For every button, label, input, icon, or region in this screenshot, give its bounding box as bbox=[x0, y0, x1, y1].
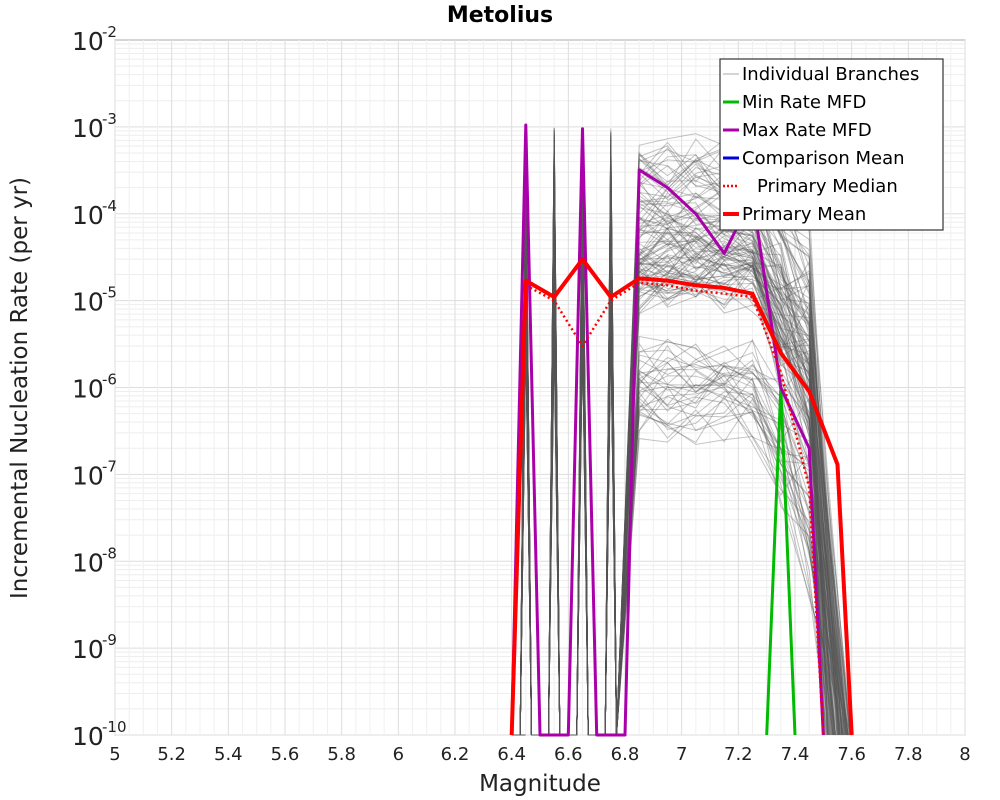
y-tick-label: 10-6 bbox=[72, 371, 117, 404]
legend-box bbox=[719, 58, 944, 231]
x-tick-label: 6.4 bbox=[497, 744, 526, 765]
series-primary-median bbox=[525, 281, 825, 736]
y-tick-label: 10-10 bbox=[72, 718, 127, 751]
y-tick-base: 10 bbox=[72, 288, 104, 317]
y-tick-base: 10 bbox=[72, 548, 104, 577]
y-tick-base: 10 bbox=[72, 461, 104, 490]
y-tick-exponent: -9 bbox=[102, 631, 117, 649]
y-tick-label: 10-9 bbox=[72, 631, 117, 664]
x-tick-label: 5.6 bbox=[271, 744, 300, 765]
legend: Individual Branches Min Rate MFD Max Rate … bbox=[719, 58, 944, 231]
y-tick-exponent: -3 bbox=[102, 110, 117, 128]
y-tick-label: 10-4 bbox=[72, 197, 117, 230]
x-axis-label: Magnitude bbox=[479, 771, 601, 797]
y-tick-base: 10 bbox=[72, 375, 104, 404]
series-max-rate-mfd bbox=[510, 123, 825, 737]
y-axis-label: Incremental Nucleation Rate (per yr) bbox=[7, 177, 33, 599]
y-tick-label: 10-7 bbox=[72, 457, 117, 490]
x-tick-label: 7.8 bbox=[894, 744, 923, 765]
legend-label: Min Rate MFD bbox=[742, 92, 866, 113]
x-tick-label: 8 bbox=[959, 744, 970, 765]
x-tick-label: 6 bbox=[393, 744, 404, 765]
y-tick-exponent: -7 bbox=[102, 457, 117, 475]
x-tick-label: 7.6 bbox=[837, 744, 866, 765]
x-axis-ticks: 5 5.2 5.4 5.6 5.8 6 6.2 6.4 6.6 6.8 7 7.2 7.4 7.6 7.8 8 bbox=[109, 744, 970, 765]
x-tick-label: 6.8 bbox=[611, 744, 640, 765]
x-tick-label: 7.2 bbox=[724, 744, 753, 765]
y-tick-exponent: -5 bbox=[102, 284, 117, 302]
y-tick-base: 10 bbox=[72, 201, 104, 230]
x-tick-label: 5.4 bbox=[214, 744, 243, 765]
x-tick-label: 6.6 bbox=[554, 744, 583, 765]
y-tick-exponent: -8 bbox=[102, 544, 117, 562]
y-tick-label: 10-8 bbox=[72, 544, 117, 577]
x-tick-label: 7 bbox=[676, 744, 687, 765]
y-tick-label: 10-5 bbox=[72, 284, 117, 317]
y-tick-exponent: -2 bbox=[102, 23, 117, 41]
chart-title: Metolius bbox=[447, 3, 553, 28]
y-tick-exponent: -4 bbox=[102, 197, 117, 215]
x-tick-label: 5.2 bbox=[157, 744, 186, 765]
y-tick-base: 10 bbox=[72, 27, 104, 56]
x-tick-label: 6.2 bbox=[441, 744, 470, 765]
y-tick-exponent: -10 bbox=[102, 718, 127, 736]
legend-label: Individual Branches bbox=[742, 64, 919, 85]
x-tick-label: 7.4 bbox=[781, 744, 810, 765]
y-tick-base: 10 bbox=[72, 635, 104, 664]
x-tick-label: 5 bbox=[109, 744, 120, 765]
x-tick-label: 5.8 bbox=[327, 744, 356, 765]
legend-label: Primary Mean bbox=[742, 204, 866, 225]
series-primary-mean bbox=[509, 257, 854, 736]
legend-label: Comparison Mean bbox=[742, 148, 905, 169]
legend-label: Primary Median bbox=[757, 176, 898, 197]
summary-series bbox=[509, 123, 854, 737]
y-tick-label: 10-2 bbox=[72, 23, 117, 56]
y-tick-base: 10 bbox=[72, 114, 104, 143]
y-tick-base: 10 bbox=[72, 722, 104, 751]
y-tick-exponent: -6 bbox=[102, 371, 117, 389]
y-tick-label: 10-3 bbox=[72, 110, 117, 143]
legend-label: Max Rate MFD bbox=[742, 120, 872, 141]
